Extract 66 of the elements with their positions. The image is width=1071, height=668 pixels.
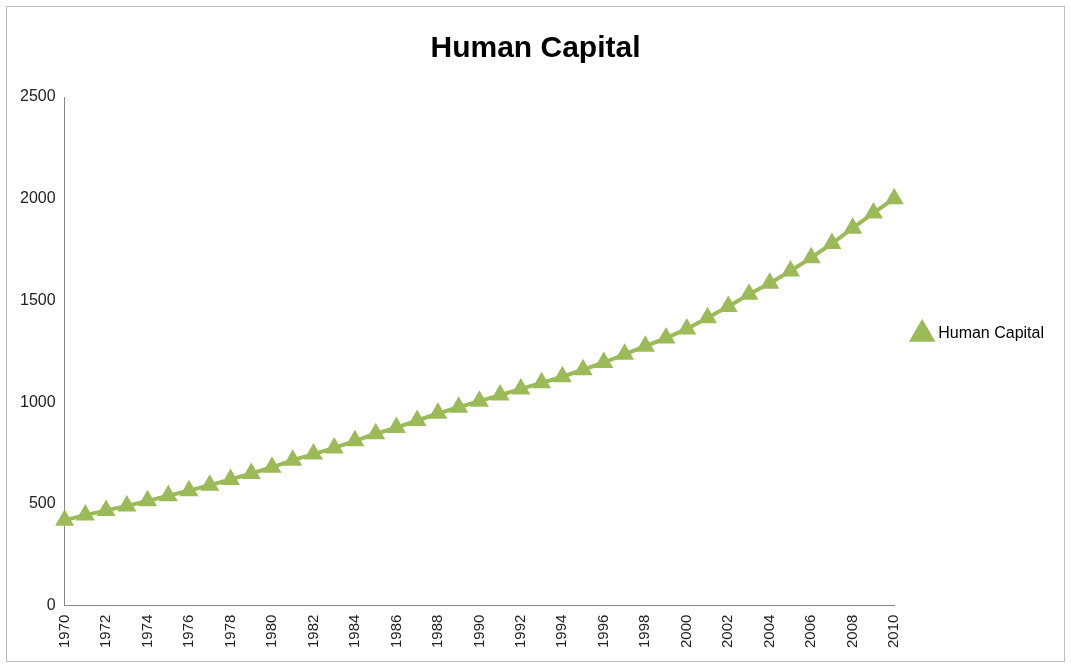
chart-title: Human Capital [430,30,641,64]
point [180,481,198,497]
point [885,187,904,205]
point [657,329,675,344]
x-tick-label: 1984 [345,614,363,649]
y-tick-label: 500 [28,494,56,512]
x-tick-label: 2008 [842,614,860,649]
y-tick-label: 1000 [20,392,56,410]
point [450,398,467,413]
x-tick-label: 1974 [137,614,155,649]
y-tick-label: 1500 [20,290,56,308]
x-tick-label: 2000 [676,614,694,649]
point [678,319,695,335]
point [471,392,488,407]
x-tick-label: 1992 [511,614,528,649]
point [782,261,799,277]
point [56,511,73,526]
x-tick-label: 1998 [635,614,653,649]
x-tick-label: 1994 [552,614,570,649]
y-tick-label: 2500 [20,87,56,105]
point [366,422,385,440]
point [326,438,343,454]
point [77,506,94,521]
point [761,274,778,289]
point [284,451,301,466]
x-tick-label: 2004 [759,614,777,649]
legend-label: Human Capital [938,324,1044,342]
point [492,386,509,401]
point [201,476,218,491]
point [409,411,426,426]
point [118,496,135,512]
point [98,501,115,516]
x-tick-label: 2002 [718,614,736,649]
point [387,416,406,434]
point [865,203,882,219]
x-tick-label: 2006 [801,614,819,649]
x-tick-label: 1980 [262,614,280,649]
x-tick-label: 1970 [54,614,72,649]
point [532,371,551,389]
x-tick-label: 1986 [386,614,404,649]
point [243,464,260,479]
point [305,445,322,460]
x-tick-label: 2010 [884,614,902,649]
x-tick-label: 1982 [303,614,321,649]
point [263,458,281,473]
point [803,246,821,264]
point [637,337,654,352]
x-tick-label: 1990 [469,614,487,649]
x-tick-label: 1972 [96,614,114,649]
x-tick-label: 1996 [593,614,611,649]
x-tick-label: 1976 [179,614,197,649]
point [823,234,841,249]
y-tick-label: 0 [46,596,56,614]
point [844,219,861,234]
point [740,285,758,300]
point [699,306,717,324]
x-tick-label: 1988 [428,614,446,649]
point [553,365,572,383]
point [429,404,446,419]
y-tick-label: 2000 [20,189,56,207]
x-tick-label: 1978 [220,614,238,649]
point [512,379,529,395]
point [138,489,157,507]
point [616,345,633,360]
point [222,470,239,485]
point [720,295,738,313]
